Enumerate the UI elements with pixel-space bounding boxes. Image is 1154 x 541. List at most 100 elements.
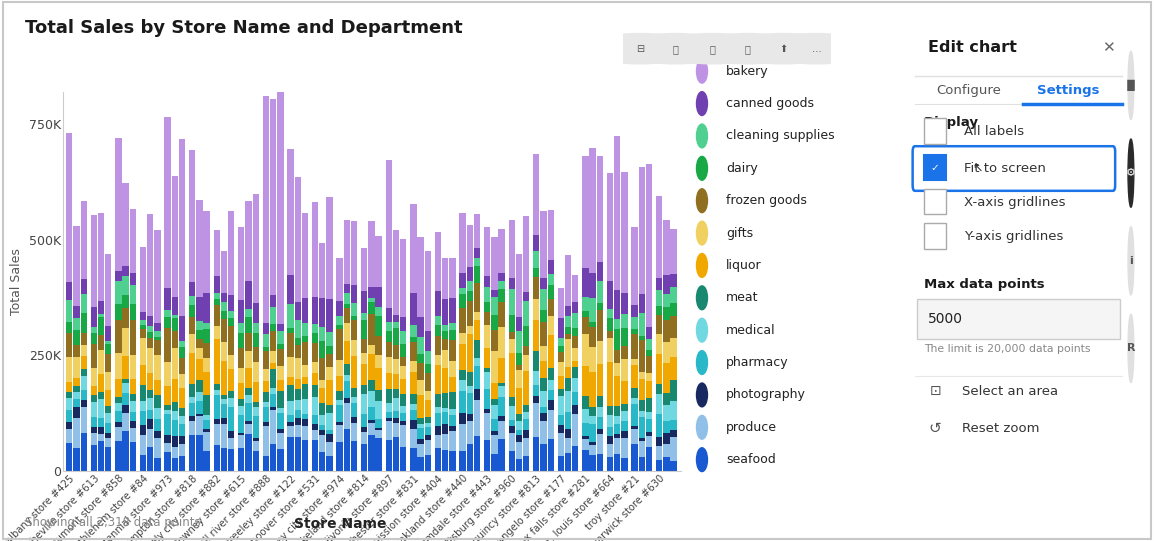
Bar (327, 197, 332, 299)
Bar (655, 278, 662, 291)
Bar (492, 454, 497, 471)
Text: cleaning supplies: cleaning supplies (726, 129, 834, 142)
Bar (294, 400, 301, 410)
Bar (91, 427, 97, 433)
Bar (523, 438, 530, 456)
Bar (344, 403, 350, 429)
Bar (351, 316, 358, 320)
Bar (253, 362, 258, 381)
Bar (442, 424, 449, 433)
Bar (115, 379, 121, 397)
Bar (129, 401, 136, 412)
Bar (516, 317, 522, 331)
Bar (122, 431, 129, 471)
Bar (385, 418, 392, 421)
Bar (655, 459, 662, 471)
Bar (263, 334, 269, 347)
Bar (375, 287, 382, 307)
Bar (590, 372, 595, 407)
Bar (337, 400, 343, 405)
Bar (590, 442, 595, 445)
Bar (179, 316, 185, 341)
Bar (337, 425, 343, 443)
Bar (547, 368, 554, 380)
Bar (301, 213, 308, 298)
Bar (410, 337, 417, 342)
Bar (312, 373, 319, 385)
Bar (435, 232, 441, 292)
Bar (516, 443, 522, 459)
Bar (499, 327, 504, 358)
Bar (164, 410, 171, 414)
Bar (147, 390, 153, 398)
Bar (533, 277, 539, 299)
Bar (287, 304, 293, 328)
Bar (105, 413, 112, 424)
Bar (179, 437, 185, 444)
Bar (74, 386, 80, 392)
Bar (442, 299, 449, 326)
Bar (540, 444, 547, 471)
Bar (392, 398, 399, 411)
Bar (287, 275, 293, 304)
Bar (435, 336, 441, 355)
Bar (670, 430, 676, 437)
Bar (540, 346, 547, 361)
Bar (614, 454, 621, 471)
Bar (246, 403, 252, 420)
Bar (646, 436, 652, 447)
Bar (572, 446, 578, 471)
Bar (664, 405, 669, 421)
Bar (474, 214, 480, 248)
Bar (263, 381, 269, 392)
Bar (565, 378, 571, 391)
Bar (509, 332, 515, 339)
Bar (466, 334, 473, 372)
Bar (277, 391, 284, 408)
Bar (590, 273, 595, 298)
Bar (189, 295, 195, 305)
Circle shape (697, 448, 707, 472)
Bar (327, 299, 332, 332)
Bar (655, 437, 662, 446)
Bar (670, 304, 676, 316)
Bar (81, 333, 87, 345)
Text: dairy: dairy (726, 162, 758, 175)
Bar (66, 381, 73, 392)
Bar (189, 353, 195, 384)
Bar (98, 392, 104, 399)
Bar (81, 201, 87, 280)
Bar (196, 339, 203, 348)
Bar (492, 431, 497, 435)
Bar (129, 273, 136, 285)
Bar (312, 414, 319, 425)
Bar (320, 380, 325, 387)
Bar (179, 347, 185, 358)
Bar (392, 389, 399, 398)
Bar (220, 293, 227, 302)
Bar (327, 367, 332, 380)
Bar (597, 341, 604, 364)
Bar (320, 430, 325, 435)
Text: The limit is 20,000 data points: The limit is 20,000 data points (924, 344, 1091, 354)
Bar (466, 372, 473, 386)
Bar (597, 156, 604, 262)
Bar (140, 400, 147, 411)
Bar (203, 323, 210, 329)
Bar (375, 368, 382, 390)
Bar (565, 429, 571, 438)
Bar (492, 315, 497, 330)
Circle shape (697, 351, 707, 374)
Bar (459, 371, 466, 380)
Bar (172, 315, 178, 318)
Bar (312, 202, 319, 296)
Bar (547, 400, 554, 410)
Bar (81, 355, 87, 368)
Bar (557, 433, 564, 456)
Bar (547, 335, 554, 368)
Bar (270, 388, 276, 394)
Bar (410, 404, 417, 410)
Bar (607, 406, 613, 415)
Bar (129, 355, 136, 379)
Bar (81, 375, 87, 390)
